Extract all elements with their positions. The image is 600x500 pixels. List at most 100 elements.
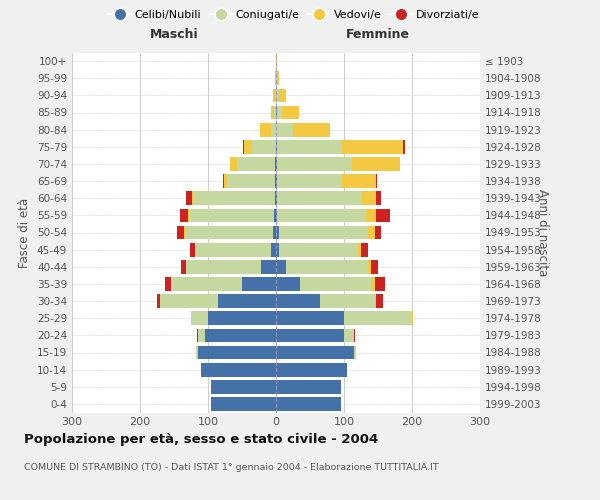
Bar — [273, 88, 276, 102]
Bar — [198, 328, 276, 342]
Bar — [276, 277, 300, 291]
Bar — [198, 328, 276, 342]
Bar — [177, 226, 276, 239]
Bar — [276, 294, 320, 308]
Bar — [170, 277, 276, 291]
Bar — [276, 363, 347, 376]
Bar — [184, 226, 276, 239]
Bar — [276, 72, 280, 85]
Bar — [276, 106, 299, 120]
Bar — [276, 72, 277, 85]
Bar — [188, 208, 276, 222]
Bar — [276, 208, 376, 222]
Bar — [157, 294, 276, 308]
Bar — [276, 140, 403, 153]
Text: COMUNE DI STRAMBINO (TO) - Dati ISTAT 1° gennaio 2004 - Elaborazione TUTTITALIA.: COMUNE DI STRAMBINO (TO) - Dati ISTAT 1°… — [24, 462, 439, 471]
Bar — [252, 140, 276, 153]
Bar — [275, 174, 276, 188]
Bar — [276, 157, 277, 171]
Bar — [276, 243, 358, 256]
Bar — [230, 157, 276, 171]
Bar — [276, 243, 280, 256]
Bar — [276, 54, 277, 68]
Bar — [189, 208, 276, 222]
Bar — [276, 346, 356, 360]
Bar — [186, 260, 276, 274]
Bar — [276, 88, 286, 102]
Bar — [274, 208, 276, 222]
Bar — [276, 226, 374, 239]
Bar — [195, 243, 276, 256]
Bar — [275, 72, 276, 85]
Bar — [227, 174, 276, 188]
Bar — [276, 243, 361, 256]
Bar — [230, 157, 276, 171]
Bar — [201, 363, 276, 376]
Bar — [276, 380, 341, 394]
Bar — [271, 106, 276, 120]
Bar — [218, 294, 276, 308]
Bar — [276, 72, 280, 85]
Bar — [186, 260, 276, 274]
Bar — [276, 346, 354, 360]
Bar — [208, 312, 276, 325]
Bar — [276, 294, 376, 308]
Bar — [276, 157, 400, 171]
Bar — [211, 380, 276, 394]
Bar — [276, 54, 277, 68]
Bar — [276, 174, 277, 188]
Bar — [198, 346, 276, 360]
Bar — [276, 346, 356, 360]
Bar — [276, 397, 341, 411]
Bar — [276, 208, 389, 222]
Bar — [242, 140, 276, 153]
Bar — [191, 312, 276, 325]
Bar — [260, 123, 276, 136]
Bar — [276, 260, 378, 274]
Bar — [276, 226, 280, 239]
Bar — [160, 294, 276, 308]
Bar — [276, 157, 400, 171]
Bar — [191, 192, 276, 205]
Bar — [276, 380, 341, 394]
Bar — [190, 243, 276, 256]
Bar — [276, 106, 282, 120]
Bar — [276, 328, 354, 342]
Bar — [276, 208, 366, 222]
Bar — [276, 397, 341, 411]
Bar — [276, 123, 331, 136]
Bar — [276, 277, 371, 291]
Bar — [276, 174, 342, 188]
Bar — [276, 140, 277, 153]
Bar — [271, 123, 276, 136]
Bar — [276, 312, 412, 325]
Bar — [211, 397, 276, 411]
Bar — [242, 277, 276, 291]
Bar — [196, 346, 276, 360]
Bar — [276, 294, 374, 308]
Bar — [276, 328, 344, 342]
Bar — [276, 226, 382, 239]
Bar — [276, 192, 362, 205]
Bar — [271, 243, 276, 256]
Bar — [276, 106, 277, 120]
Bar — [276, 192, 382, 205]
Bar — [260, 123, 276, 136]
Bar — [160, 294, 276, 308]
Bar — [276, 312, 344, 325]
Bar — [196, 346, 276, 360]
Bar — [191, 312, 276, 325]
Bar — [276, 277, 374, 291]
Bar — [276, 363, 347, 376]
Bar — [244, 140, 276, 153]
Bar — [276, 140, 404, 153]
Legend: Celibi/Nubili, Coniugati/e, Vedovi/e, Divorziati/e: Celibi/Nubili, Coniugati/e, Vedovi/e, Di… — [104, 6, 484, 25]
Bar — [261, 260, 276, 274]
Bar — [276, 312, 413, 325]
Bar — [170, 277, 276, 291]
Bar — [276, 123, 293, 136]
Bar — [276, 346, 356, 360]
Bar — [193, 192, 276, 205]
Bar — [276, 397, 341, 411]
Y-axis label: Fasce di età: Fasce di età — [19, 198, 31, 268]
